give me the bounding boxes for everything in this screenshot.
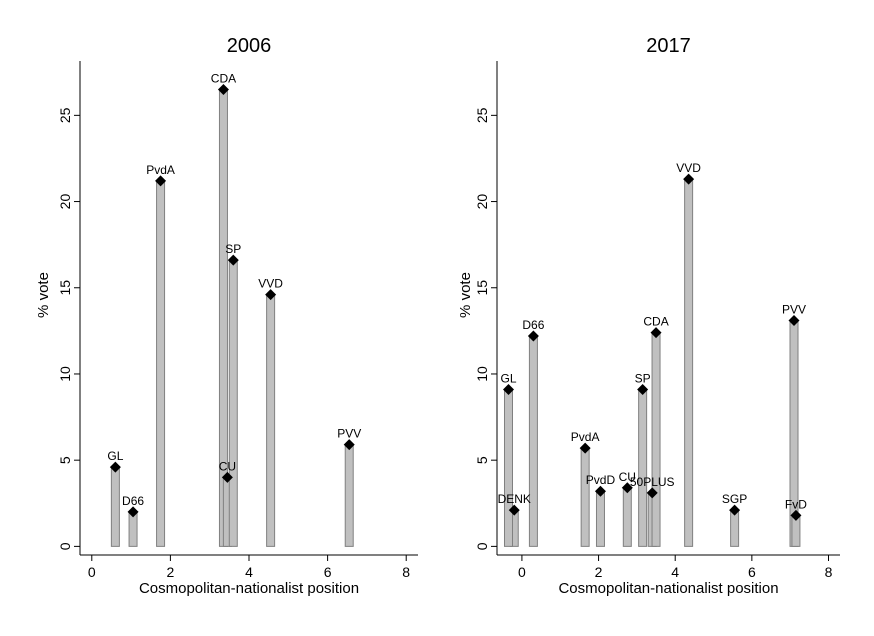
point-label-CU: CU	[619, 470, 636, 484]
point-marker-SP	[637, 383, 649, 395]
point-label-DENK: DENK	[498, 492, 531, 506]
point-label-CDA: CDA	[211, 71, 236, 85]
bar-PvdD	[595, 490, 605, 547]
point-marker-DENK	[508, 504, 520, 516]
y-tick-label: 0	[474, 542, 490, 550]
y-tick-label: 15	[57, 280, 73, 296]
point-marker-CDA	[650, 327, 662, 339]
point-marker-PVV	[343, 439, 355, 451]
point-label-PVV: PVV	[782, 303, 806, 317]
bar-CDA	[651, 332, 661, 547]
point-label-D66: D66	[522, 318, 544, 332]
point-marker-PvdD	[594, 485, 606, 497]
y-tick-label: 15	[474, 280, 490, 296]
point-marker-GL	[109, 461, 121, 473]
x-tick-label: 2	[595, 564, 603, 580]
x-tick-label: 4	[245, 564, 253, 580]
x-tick-label: 0	[518, 564, 526, 580]
point-marker-PVV	[788, 315, 800, 327]
point-label-SP: SP	[225, 242, 241, 256]
point-marker-CDA	[217, 83, 229, 95]
point-label-D66: D66	[122, 494, 144, 508]
y-axis-title: % vote	[457, 272, 474, 318]
bar-D66	[528, 335, 538, 547]
point-marker-SP	[227, 254, 239, 266]
point-marker-PvdA	[155, 175, 167, 187]
point-marker-VVD	[683, 173, 695, 185]
bar-CU	[622, 487, 632, 547]
bar-GL	[110, 466, 120, 547]
point-marker-CU	[621, 482, 633, 494]
bar-VVD	[266, 294, 276, 547]
point-label-CU: CU	[219, 459, 236, 473]
bar-SP	[228, 259, 238, 547]
x-tick-label: 0	[88, 564, 96, 580]
x-tick-label: 6	[748, 564, 756, 580]
point-marker-FvD	[790, 509, 802, 521]
y-tick-label: 5	[474, 456, 490, 464]
y-tick-label: 5	[57, 456, 73, 464]
x-tick-label: 8	[825, 564, 833, 580]
chart-panel-2006: 2006 0 5 10 15 20 25 0 2 4 6 8 Cosmopolitan-national…	[35, 35, 418, 597]
y-tick-label: 0	[57, 542, 73, 550]
y-tick-label: 20	[474, 194, 490, 210]
x-axis-title: Cosmopolitan-nationalist position	[139, 580, 359, 597]
bar-VVD	[684, 178, 694, 547]
point-marker-GL	[502, 383, 514, 395]
point-label-VVD: VVD	[676, 161, 701, 175]
chart-title: 2006	[227, 35, 272, 57]
y-tick-label: 25	[474, 107, 490, 123]
bar-SP	[638, 388, 648, 547]
x-tick-label: 8	[402, 564, 410, 580]
y-axis-title: % vote	[35, 272, 52, 318]
point-label-CDA: CDA	[643, 315, 668, 329]
x-tick-label: 4	[671, 564, 679, 580]
point-label-FvD: FvD	[785, 497, 807, 511]
point-label-GL: GL	[500, 371, 516, 385]
bar-PVV	[344, 444, 354, 547]
bar-GL	[503, 388, 513, 547]
bar-PvdA	[156, 180, 166, 547]
point-marker-PvdA	[579, 442, 591, 454]
point-marker-50PLUS	[646, 487, 658, 499]
point-label-GL: GL	[107, 449, 123, 463]
chart-panel-2017: 2017 0 5 10 15 20 25 0 2 4 6 8 Cosmopolitan-national…	[457, 35, 840, 597]
point-marker-D66	[527, 330, 539, 342]
point-marker-VVD	[265, 289, 277, 301]
x-tick-label: 2	[166, 564, 174, 580]
point-label-SGP: SGP	[722, 492, 747, 506]
point-label-PVV: PVV	[337, 427, 361, 441]
point-label-SP: SP	[635, 371, 651, 385]
chart-title: 2017	[646, 35, 691, 57]
point-label-VVD: VVD	[258, 277, 283, 291]
x-tick-label: 6	[324, 564, 332, 580]
point-marker-D66	[127, 506, 139, 518]
y-tick-label: 20	[57, 194, 73, 210]
y-tick-label: 10	[474, 366, 490, 382]
point-label-PvdA: PvdA	[571, 430, 600, 444]
y-tick-label: 10	[57, 366, 73, 382]
point-label-PvdA: PvdA	[146, 163, 175, 177]
y-tick-label: 25	[57, 107, 73, 123]
bar-PvdA	[580, 447, 590, 547]
x-axis-title: Cosmopolitan-nationalist position	[558, 580, 778, 597]
point-marker-SGP	[729, 504, 741, 516]
point-label-50PLUS: 50PLUS	[630, 475, 675, 489]
point-marker-CU	[221, 471, 233, 483]
point-label-PvdD: PvdD	[586, 473, 616, 487]
